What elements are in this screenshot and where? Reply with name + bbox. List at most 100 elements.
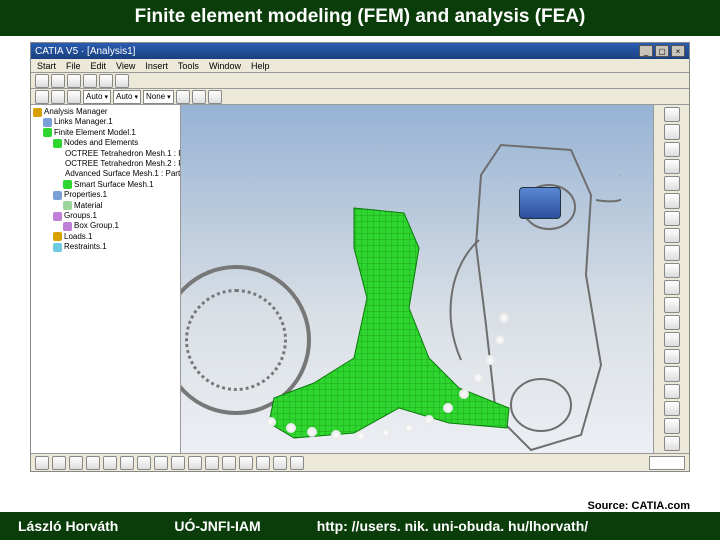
- tree-label: Material: [74, 201, 102, 211]
- status-button[interactable]: [171, 456, 185, 470]
- tree-node[interactable]: Nodes and Elements: [53, 138, 178, 148]
- status-button[interactable]: [137, 456, 151, 470]
- toolbar-button[interactable]: [176, 90, 190, 104]
- toolbar-button[interactable]: [115, 74, 129, 88]
- maximize-button[interactable]: ▢: [655, 45, 669, 57]
- right-tool-button[interactable]: [664, 297, 680, 312]
- status-button[interactable]: [188, 456, 202, 470]
- right-tool-button[interactable]: [664, 228, 680, 243]
- close-button[interactable]: ×: [671, 45, 685, 57]
- tree-node[interactable]: Properties.1: [53, 190, 178, 200]
- minimize-button[interactable]: _: [639, 45, 653, 57]
- right-tool-button[interactable]: [664, 245, 680, 260]
- menu-start[interactable]: Start: [37, 61, 56, 71]
- catia-window: CATIA V5 · [Analysis1] _ ▢ × Start File Ed…: [30, 42, 690, 472]
- status-button[interactable]: [222, 456, 236, 470]
- right-tool-button[interactable]: [664, 142, 680, 157]
- menu-view[interactable]: View: [116, 61, 135, 71]
- toolbar-button[interactable]: [51, 74, 65, 88]
- status-button[interactable]: [205, 456, 219, 470]
- toolbar-select[interactable]: None: [143, 90, 174, 104]
- menu-tools[interactable]: Tools: [178, 61, 199, 71]
- tree-node[interactable]: Groups.1: [53, 211, 178, 221]
- right-tool-button[interactable]: [664, 384, 680, 399]
- status-button[interactable]: [103, 456, 117, 470]
- tree-node[interactable]: Finite Element Model.1: [43, 128, 178, 138]
- menu-window[interactable]: Window: [209, 61, 241, 71]
- tree-node[interactable]: Smart Surface Mesh.1: [63, 180, 178, 190]
- toolbar-1: [31, 73, 689, 89]
- tree-node[interactable]: OCTREE Tetrahedron Mesh.2 : Part2.1: [63, 159, 178, 169]
- footer-author: László Horváth: [18, 518, 118, 534]
- right-tool-button[interactable]: [664, 366, 680, 381]
- app-title: CATIA V5 · [Analysis1]: [35, 46, 135, 57]
- toolbar-button[interactable]: [67, 74, 81, 88]
- right-tool-button[interactable]: [664, 263, 680, 278]
- tree-node[interactable]: Analysis Manager: [33, 107, 178, 117]
- status-button[interactable]: [239, 456, 253, 470]
- status-button[interactable]: [273, 456, 287, 470]
- tree-icon: [63, 222, 72, 231]
- spec-tree[interactable]: Analysis ManagerLinks Manager.1Finite El…: [31, 105, 181, 453]
- status-button[interactable]: [120, 456, 134, 470]
- right-tool-button[interactable]: [664, 349, 680, 364]
- tree-node[interactable]: Links Manager.1: [43, 117, 178, 127]
- right-tool-button[interactable]: [664, 436, 680, 451]
- toolbar-button[interactable]: [35, 74, 49, 88]
- tree-node[interactable]: Material: [63, 201, 178, 211]
- tree-icon: [63, 201, 72, 210]
- menu-file[interactable]: File: [66, 61, 81, 71]
- tree-icon: [53, 243, 62, 252]
- status-button[interactable]: [290, 456, 304, 470]
- tree-label: Nodes and Elements: [64, 138, 138, 148]
- status-button[interactable]: [256, 456, 270, 470]
- constraint-node: [424, 415, 434, 425]
- viewport-3d[interactable]: [181, 105, 653, 453]
- tree-icon: [53, 232, 62, 241]
- right-tool-button[interactable]: [664, 107, 680, 122]
- toolbar-button[interactable]: [192, 90, 206, 104]
- toolbar-2: AutoAutoNone: [31, 89, 689, 105]
- tree-node[interactable]: Loads.1: [53, 232, 178, 242]
- tree-icon: [43, 128, 52, 137]
- right-tool-button[interactable]: [664, 401, 680, 416]
- toolbar-button[interactable]: [51, 90, 65, 104]
- status-button[interactable]: [86, 456, 100, 470]
- toolbar-button[interactable]: [99, 74, 113, 88]
- right-tool-button[interactable]: [664, 159, 680, 174]
- menu-edit[interactable]: Edit: [91, 61, 107, 71]
- right-tool-button[interactable]: [664, 176, 680, 191]
- tree-icon: [53, 191, 62, 200]
- app-titlebar: CATIA V5 · [Analysis1] _ ▢ ×: [31, 43, 689, 59]
- right-tool-button[interactable]: [664, 124, 680, 139]
- toolbar-select[interactable]: Auto: [113, 90, 141, 104]
- status-button[interactable]: [154, 456, 168, 470]
- tree-icon: [53, 139, 62, 148]
- right-tool-button[interactable]: [664, 315, 680, 330]
- tree-node[interactable]: Advanced Surface Mesh.1 : Part1.1: [63, 169, 178, 179]
- status-button[interactable]: [69, 456, 83, 470]
- toolbar-button[interactable]: [208, 90, 222, 104]
- toolbar-button[interactable]: [35, 90, 49, 104]
- menu-insert[interactable]: Insert: [145, 61, 168, 71]
- toolbar-button[interactable]: [67, 90, 81, 104]
- constraint-node: [495, 335, 505, 345]
- right-tool-button[interactable]: [664, 332, 680, 347]
- footer-org: UÓ-JNFI-IAM: [174, 518, 260, 534]
- toolbar-select[interactable]: Auto: [83, 90, 111, 104]
- right-tool-button[interactable]: [664, 280, 680, 295]
- constraint-node: [356, 431, 366, 441]
- right-tool-button[interactable]: [664, 211, 680, 226]
- status-button[interactable]: [35, 456, 49, 470]
- slide-content: CATIA V5 · [Analysis1] _ ▢ × Start File Ed…: [0, 36, 720, 498]
- tree-icon: [33, 108, 42, 117]
- menu-help[interactable]: Help: [251, 61, 270, 71]
- toolbar-button[interactable]: [83, 74, 97, 88]
- status-button[interactable]: [52, 456, 66, 470]
- tree-node[interactable]: OCTREE Tetrahedron Mesh.1 : Part3.1: [63, 149, 178, 159]
- right-tool-button[interactable]: [664, 193, 680, 208]
- tree-node[interactable]: Restraints.1: [53, 242, 178, 252]
- right-tool-button[interactable]: [664, 418, 680, 433]
- constraint-node: [499, 313, 509, 323]
- tree-node[interactable]: Box Group.1: [63, 221, 178, 231]
